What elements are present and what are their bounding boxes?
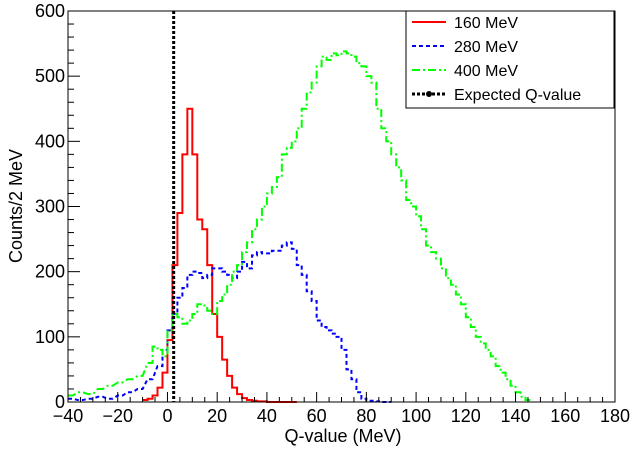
x-tick-label: 0	[162, 406, 172, 426]
plot-area	[68, 11, 531, 403]
legend-label-400-mev: 400 MeV	[454, 63, 518, 80]
series-line-400-mev	[68, 50, 531, 402]
x-axis-title: Q-value (MeV)	[284, 426, 401, 446]
axes: −40 −20 0 20 40 60 80 100 120 140 160 180 0 100 200 300…	[35, 1, 630, 426]
legend-label-280-mev: 280 MeV	[454, 39, 518, 56]
legend-label-expected-q-value: Expected Q-value	[454, 87, 581, 104]
y-tick-label: 100	[35, 327, 65, 347]
legend: 160 MeV 280 MeV 400 MeV Expected Q-value	[405, 10, 615, 109]
x-tick-label: 140	[501, 406, 531, 426]
series-line-160-mev	[142, 107, 297, 403]
y-tick-label: 500	[35, 66, 65, 86]
x-tick-label: 60	[307, 406, 327, 426]
x-tick-label: 40	[257, 406, 277, 426]
y-tick-label: 200	[35, 262, 65, 282]
y-tick-label: 400	[35, 131, 65, 151]
y-tick-label: 600	[35, 1, 65, 21]
x-tick-label: 20	[207, 406, 227, 426]
x-tick-label: 100	[401, 406, 431, 426]
legend-box	[405, 10, 615, 109]
legend-label-160-mev: 160 MeV	[454, 15, 518, 32]
x-tick-label: 120	[451, 406, 481, 426]
y-axis-title: Counts/2 MeV	[6, 149, 26, 263]
y-tick-label: 300	[35, 197, 65, 217]
legend-marker-expected-q-value	[426, 91, 432, 97]
x-tick-label: 180	[600, 406, 630, 426]
y-tick-label: 0	[55, 392, 65, 412]
x-tick-label: −40	[53, 406, 84, 426]
series-line-280-mev	[68, 241, 392, 403]
x-tick-label: 80	[356, 406, 376, 426]
x-tick-label: −20	[102, 406, 133, 426]
x-tick-label: 160	[550, 406, 580, 426]
